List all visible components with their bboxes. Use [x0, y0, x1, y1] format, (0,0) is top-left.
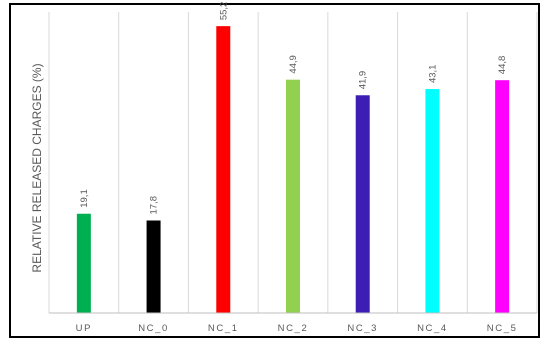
- data-labels: 19,1 17,8 55,2 44,9 41,9 43,1 44,8: [79, 2, 508, 215]
- x-tick-label: NC_3: [347, 323, 378, 334]
- data-label: 41,9: [358, 71, 369, 90]
- data-label: 44,9: [288, 55, 299, 74]
- data-label: 44,8: [497, 56, 508, 74]
- bar-nc-4: [425, 89, 440, 313]
- bar-nc-0: [146, 220, 161, 313]
- bar-nc-1: [216, 26, 231, 314]
- x-tick-label: NC_1: [208, 323, 239, 334]
- x-tick-label: NC_4: [417, 323, 448, 334]
- data-label: 43,1: [427, 65, 438, 84]
- bar-nc-2: [286, 79, 300, 313]
- bar-up: [76, 213, 91, 313]
- data-label: 19,1: [79, 189, 90, 208]
- x-tick-label: NC_5: [487, 323, 518, 334]
- bars: [76, 26, 510, 314]
- data-label: 55,2: [218, 2, 229, 21]
- grid-lines: [48, 12, 538, 313]
- x-tick-label: NC_2: [278, 323, 309, 334]
- category-tick-labels: UP NC_0 NC_1 NC_2 NC_3 NC_4 NC_5: [76, 323, 518, 334]
- data-label: 17,8: [149, 196, 160, 215]
- y-axis-title: RELATIVE RELEASED CHARGES (%): [30, 63, 44, 272]
- chart-frame: [9, 3, 540, 338]
- bar-nc-5: [495, 80, 510, 313]
- x-tick-label: UP: [76, 323, 92, 334]
- bar-nc-3: [355, 95, 370, 313]
- x-tick-label: NC_0: [138, 323, 169, 334]
